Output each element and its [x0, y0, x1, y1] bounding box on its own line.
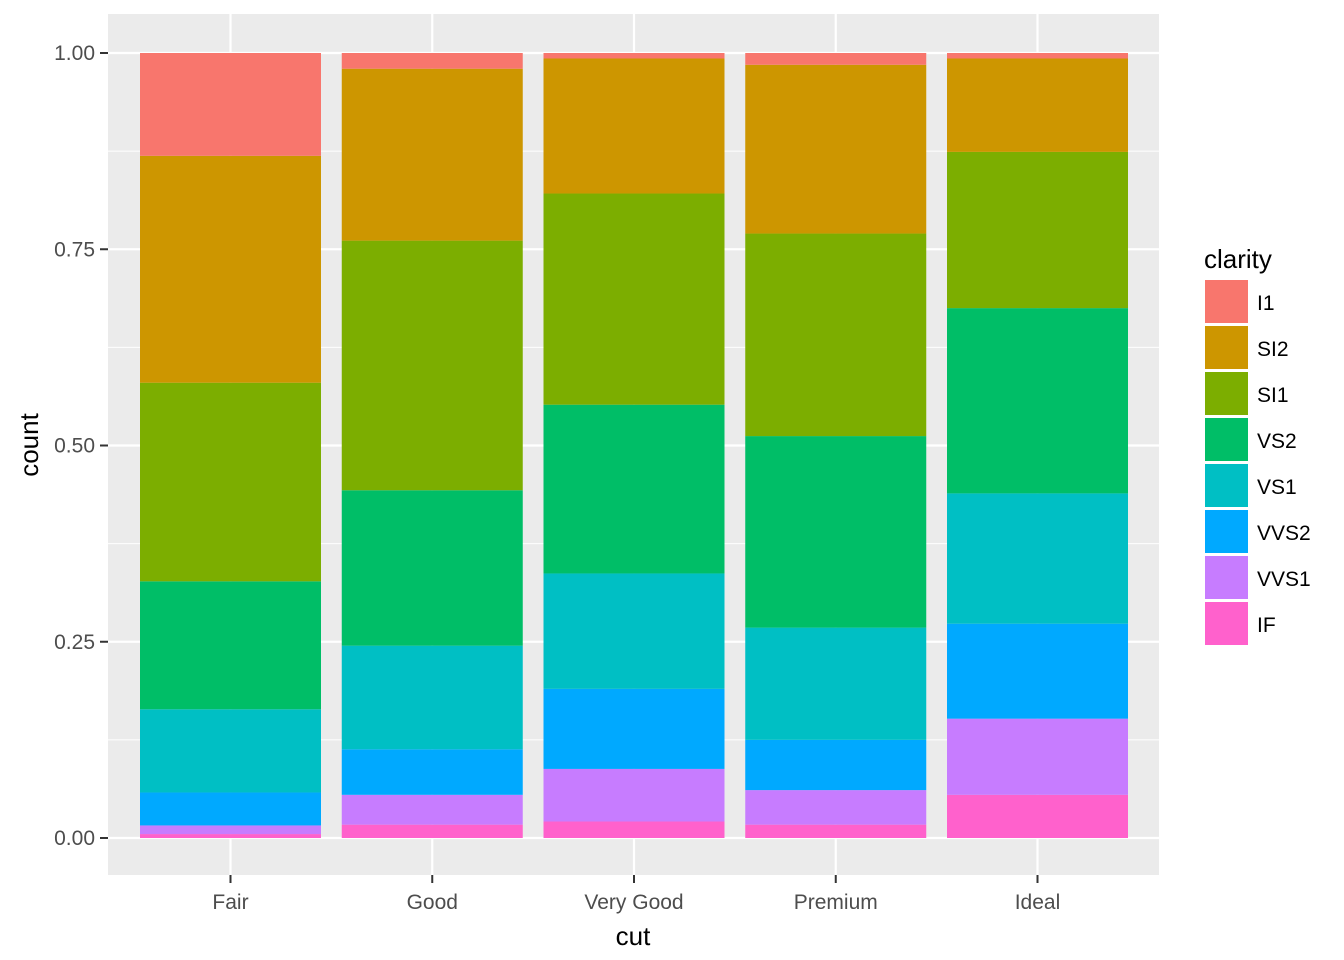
bar-segment: [947, 151, 1128, 309]
bar-segment: [341, 645, 523, 750]
bar-segment: [140, 834, 321, 838]
bar-segment: [543, 193, 725, 405]
x-tick-label: Ideal: [1015, 891, 1061, 914]
y-tick-label: 0.50: [54, 435, 95, 458]
bar-segment: [341, 794, 523, 825]
y-axis-title: count: [14, 412, 44, 476]
bar-segment: [543, 768, 725, 822]
legend-swatch: [1205, 464, 1248, 507]
bar-segment: [947, 794, 1128, 838]
bar-segment: [140, 155, 321, 383]
bar-segment: [140, 53, 321, 156]
bar-segment: [341, 490, 523, 646]
bar-segment: [745, 790, 927, 825]
bar-segment: [745, 233, 927, 437]
bar-segment: [543, 404, 725, 574]
legend-label: VVS1: [1257, 568, 1311, 591]
legend-label: VS1: [1257, 476, 1297, 499]
bar-segment: [745, 739, 927, 791]
bar-segment: [947, 718, 1128, 795]
legend-label: SI2: [1257, 338, 1289, 361]
bar-segment: [341, 53, 523, 69]
bar-segment: [341, 824, 523, 838]
bar-segment: [947, 53, 1128, 59]
bars: [140, 53, 1128, 838]
y-tick-label: 0.75: [54, 238, 95, 261]
x-tick-label: Premium: [794, 891, 878, 914]
bar-segment: [543, 821, 725, 838]
bar-segment: [543, 688, 725, 769]
bar-segment: [140, 382, 321, 582]
bar-segment: [543, 58, 725, 194]
x-axis: Fair Good Very Good Premium Ideal: [212, 875, 1060, 914]
bar-segment: [745, 64, 927, 234]
legend-swatch: [1205, 510, 1248, 553]
bar-segment: [745, 53, 927, 65]
x-tick-label: Fair: [212, 891, 248, 914]
bar-segment: [745, 627, 927, 740]
legend-swatch: [1205, 372, 1248, 415]
legend: clarity I1 SI2 SI1 VS2 VS1 VVS2 VVS1 IF: [1204, 244, 1311, 645]
bar-segment: [341, 68, 523, 241]
legend-swatch: [1205, 418, 1248, 461]
legend-label: VVS2: [1257, 522, 1311, 545]
bar-segment: [947, 308, 1128, 494]
bar-segment: [543, 573, 725, 689]
bar-segment: [140, 792, 321, 826]
bar-segment: [947, 623, 1128, 719]
y-axis: 0.00 0.25 0.50 0.75 1.00: [54, 42, 108, 850]
legend-title: clarity: [1204, 244, 1272, 274]
x-axis-title: cut: [616, 921, 651, 951]
legend-swatch: [1205, 602, 1248, 645]
y-tick-label: 1.00: [54, 42, 95, 65]
legend-label: IF: [1257, 614, 1276, 637]
legend-label: VS2: [1257, 430, 1297, 453]
legend-label: I1: [1257, 292, 1275, 315]
bar-segment: [543, 53, 725, 59]
bar-segment: [947, 493, 1128, 624]
bar-segment: [745, 824, 927, 838]
legend-label: SI1: [1257, 384, 1289, 407]
bar-segment: [140, 709, 321, 793]
legend-swatch: [1205, 280, 1248, 323]
x-tick-label: Very Good: [584, 891, 683, 914]
bar-segment: [140, 581, 321, 710]
bar-segment: [341, 240, 523, 491]
legend-swatch: [1205, 556, 1248, 599]
legend-swatch: [1205, 326, 1248, 369]
y-tick-label: 0.00: [54, 827, 95, 850]
x-tick-label: Good: [407, 891, 458, 914]
bar-segment: [745, 436, 927, 628]
bar-segment: [140, 825, 321, 835]
bar-segment: [341, 749, 523, 795]
bar-segment: [947, 58, 1128, 152]
y-tick-label: 0.25: [54, 631, 95, 654]
